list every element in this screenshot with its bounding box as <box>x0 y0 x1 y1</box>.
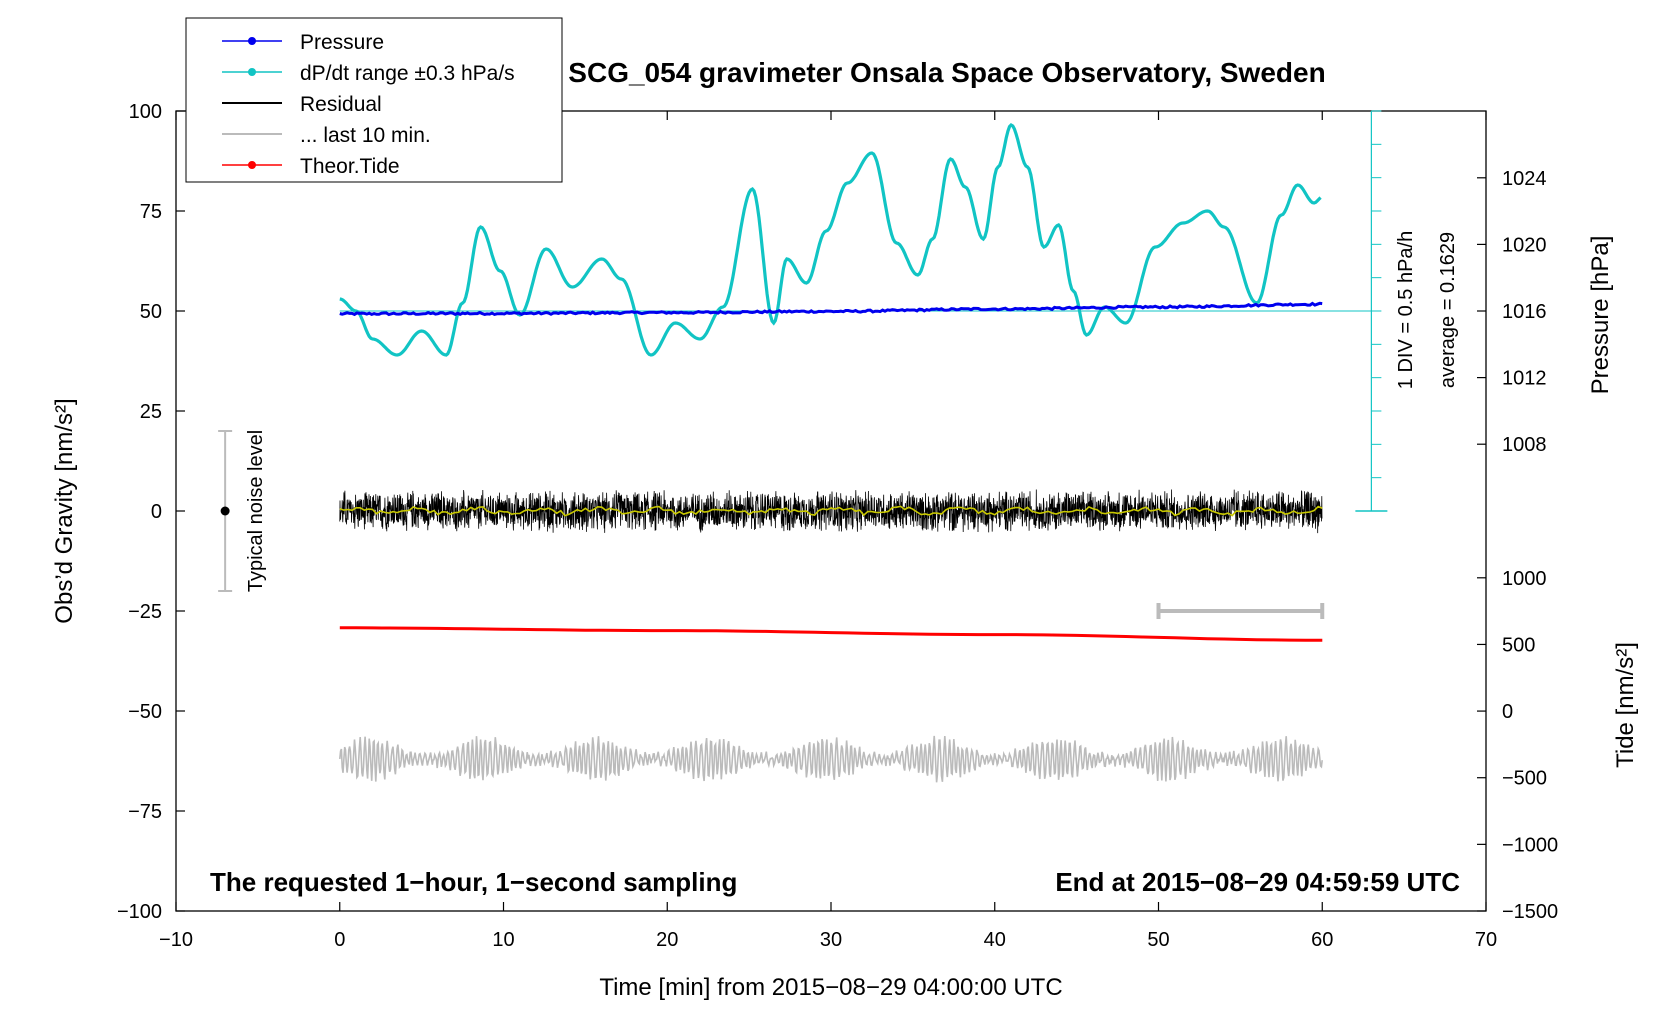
x-tick-label: 60 <box>1311 929 1333 951</box>
legend-last10-label: ... last 10 min. <box>300 124 431 147</box>
legend-tide-marker <box>248 161 256 169</box>
footer-left-label: The requested 1−hour, 1−second sampling <box>210 867 737 897</box>
x-tick-label: 50 <box>1147 929 1169 951</box>
y-axis-label-pressure: Pressure [hPa] <box>1587 236 1614 395</box>
x-tick-label: 10 <box>492 929 514 951</box>
noise-indicator-center <box>220 506 230 516</box>
y-tick-label: 25 <box>140 401 162 423</box>
tide-series-line <box>339 626 1323 642</box>
x-tick-label: 30 <box>820 929 842 951</box>
pressure-tick-label: 1008 <box>1502 434 1547 456</box>
y-tick-label: 50 <box>140 301 162 323</box>
legend-pressure-marker <box>248 37 256 45</box>
pressure-series-line <box>339 301 1323 317</box>
tide-tick-label: 500 <box>1502 634 1535 656</box>
tide-tick-label: 1000 <box>1502 568 1547 590</box>
pressure-tick-label: 1012 <box>1502 368 1547 390</box>
legend-dpdt-label: dP/dt range ±0.3 hPa/s <box>300 62 515 85</box>
y-axis-label-tide: Tide [nm/s²] <box>1612 642 1639 768</box>
legend-tide-label: Theor.Tide <box>300 155 400 178</box>
noise-level-label: Typical noise level <box>245 430 267 592</box>
pressure-tick-label: 1024 <box>1502 168 1547 190</box>
dpdt-series-line <box>339 122 1322 357</box>
y-tick-label: 75 <box>140 201 162 223</box>
legend-pressure-label: Pressure <box>300 31 384 54</box>
x-tick-label: 70 <box>1475 929 1497 951</box>
y-tick-label: −75 <box>128 801 162 823</box>
pressure-tick-label: 1016 <box>1502 301 1547 323</box>
x-tick-label: 20 <box>656 929 678 951</box>
y-tick-label: −50 <box>128 701 162 723</box>
y-tick-label: −25 <box>128 601 162 623</box>
footer-right-label: End at 2015−08−29 04:59:59 UTC <box>1055 867 1460 897</box>
residual-series-line <box>339 489 1323 534</box>
legend-box <box>185 17 563 183</box>
tide-tick-label: −1500 <box>1502 901 1558 923</box>
x-tick-label: −10 <box>159 929 193 951</box>
average-label: average = 0.1629 <box>1437 232 1459 388</box>
tide-tick-label: −500 <box>1502 768 1547 790</box>
pressure-scale-label: 1 DIV = 0.5 hPa/h <box>1395 231 1417 389</box>
y-axis-label-gravity: Obs’d Gravity [nm/s²] <box>51 398 78 623</box>
y-tick-label: 0 <box>151 501 162 523</box>
y-tick-label: −100 <box>117 901 162 923</box>
data-series <box>218 110 1388 783</box>
tide-tick-label: −1000 <box>1502 834 1558 856</box>
y-tick-label: 100 <box>129 101 162 123</box>
legend-dpdt-marker <box>248 68 256 76</box>
tide-tick-label: 0 <box>1502 701 1513 723</box>
x-axis-label: Time [min] from 2015−08−29 04:00:00 UTC <box>599 974 1062 1001</box>
x-tick-label: 0 <box>334 929 345 951</box>
legend-residual-label: Residual <box>300 93 382 116</box>
chart-title: SCG_054 gravimeter Onsala Space Observat… <box>568 57 1325 88</box>
pressure-tick-label: 1020 <box>1502 234 1547 256</box>
legend: Pressure dP/dt range ±0.3 hPa/s Residual… <box>185 17 563 183</box>
last10-series-line <box>339 735 1323 783</box>
axis-ticks: −10 0 10 20 30 40 50 60 701007550250−25−50−75−10… <box>117 101 1558 951</box>
x-tick-label: 40 <box>984 929 1006 951</box>
residual-smoothed-line <box>339 505 1323 517</box>
